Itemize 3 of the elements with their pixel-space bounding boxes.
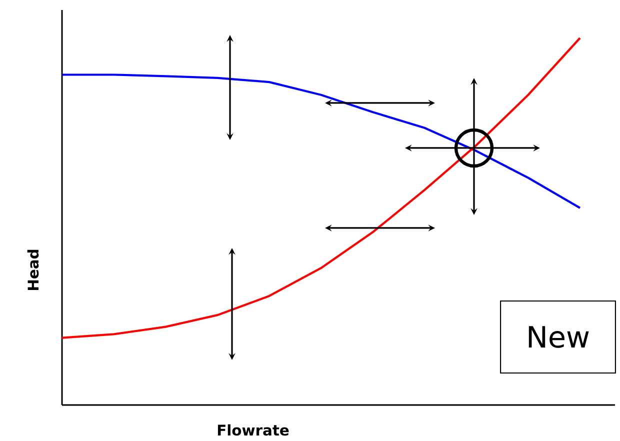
annotation: New <box>528 326 589 348</box>
y-axis-title: Head <box>27 250 39 290</box>
x-axis-title: Flowrate <box>218 424 289 436</box>
